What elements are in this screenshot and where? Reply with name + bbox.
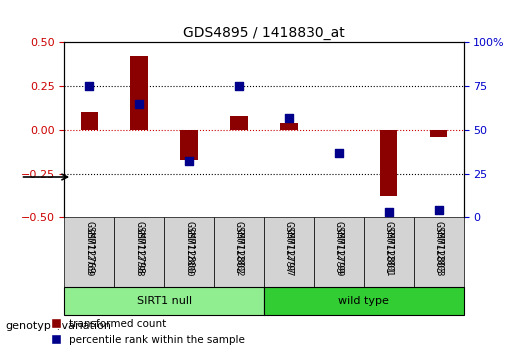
Bar xyxy=(130,56,148,130)
FancyBboxPatch shape xyxy=(114,217,164,287)
FancyBboxPatch shape xyxy=(164,217,214,287)
FancyBboxPatch shape xyxy=(414,217,464,287)
Bar xyxy=(80,112,98,130)
Text: GSM712800: GSM712800 xyxy=(184,221,194,274)
Point xyxy=(435,207,443,213)
Text: wild type: wild type xyxy=(338,296,389,306)
Text: GSM712769: GSM712769 xyxy=(85,228,94,276)
Text: GSM712803: GSM712803 xyxy=(434,221,443,274)
Text: GSM712799: GSM712799 xyxy=(334,228,344,276)
FancyBboxPatch shape xyxy=(264,287,464,315)
Text: GSM712797: GSM712797 xyxy=(284,228,294,276)
Bar xyxy=(280,123,298,130)
Legend: transformed count, percentile rank within the sample: transformed count, percentile rank withi… xyxy=(46,315,249,349)
Bar xyxy=(180,130,198,160)
Point xyxy=(235,83,243,89)
Bar xyxy=(230,116,248,130)
Title: GDS4895 / 1418830_at: GDS4895 / 1418830_at xyxy=(183,26,345,40)
Text: GSM712798: GSM712798 xyxy=(135,228,144,276)
Text: GSM712801: GSM712801 xyxy=(384,221,393,274)
Point xyxy=(385,209,393,215)
Text: GSM712769: GSM712769 xyxy=(84,221,94,274)
Text: GSM712801: GSM712801 xyxy=(384,228,393,276)
Text: GSM712802: GSM712802 xyxy=(234,228,244,276)
Bar xyxy=(380,130,398,196)
FancyBboxPatch shape xyxy=(314,217,364,287)
FancyBboxPatch shape xyxy=(64,287,264,315)
FancyBboxPatch shape xyxy=(364,217,414,287)
Text: GSM712803: GSM712803 xyxy=(434,228,443,276)
Text: GSM712800: GSM712800 xyxy=(184,228,194,276)
Point xyxy=(185,159,193,164)
FancyBboxPatch shape xyxy=(264,217,314,287)
Point xyxy=(85,83,93,89)
Point xyxy=(135,101,143,107)
Text: GSM712799: GSM712799 xyxy=(334,221,344,274)
Text: GSM712797: GSM712797 xyxy=(284,221,294,274)
Text: GSM712802: GSM712802 xyxy=(234,221,244,274)
Text: genotype/variation: genotype/variation xyxy=(5,321,111,331)
FancyBboxPatch shape xyxy=(214,217,264,287)
Text: GSM712798: GSM712798 xyxy=(134,221,144,274)
FancyBboxPatch shape xyxy=(64,217,114,287)
Point xyxy=(335,150,343,155)
Bar xyxy=(430,130,448,137)
Text: SIRT1 null: SIRT1 null xyxy=(136,296,192,306)
Point xyxy=(285,115,293,120)
